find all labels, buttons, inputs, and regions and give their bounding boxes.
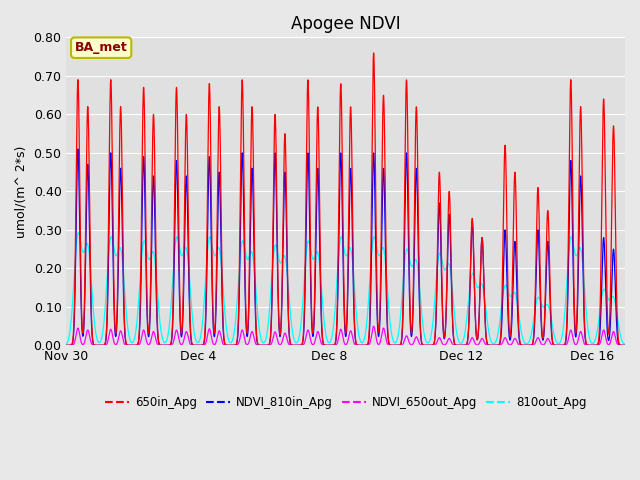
- Legend: 650in_Apg, NDVI_810in_Apg, NDVI_650out_Apg, 810out_Apg: 650in_Apg, NDVI_810in_Apg, NDVI_650out_A…: [100, 391, 591, 414]
- 810out_Apg: [75, 230, 83, 236]
- Text: BA_met: BA_met: [75, 41, 127, 54]
- 650in_Apg: [189, 342, 197, 348]
- 650in_Apg: [420, 343, 428, 348]
- NDVI_810in_Apg: [189, 342, 197, 348]
- NDVI_810in_Apg: [74, 146, 82, 152]
- NDVI_650out_Apg: [598, 333, 605, 339]
- 810out_Apg: [189, 323, 197, 329]
- Line: 650in_Apg: 650in_Apg: [67, 53, 640, 346]
- NDVI_650out_Apg: [63, 343, 70, 348]
- NDVI_650out_Apg: [370, 324, 378, 329]
- 810out_Apg: [228, 339, 236, 345]
- 810out_Apg: [420, 331, 428, 337]
- NDVI_650out_Apg: [420, 343, 428, 348]
- NDVI_650out_Apg: [228, 343, 236, 348]
- NDVI_810in_Apg: [228, 343, 236, 348]
- 650in_Apg: [598, 194, 605, 200]
- Line: 810out_Apg: 810out_Apg: [67, 233, 640, 345]
- 810out_Apg: [431, 300, 438, 306]
- 810out_Apg: [598, 293, 605, 299]
- NDVI_810in_Apg: [63, 343, 70, 348]
- 650in_Apg: [228, 343, 236, 348]
- 650in_Apg: [431, 337, 438, 343]
- NDVI_650out_Apg: [431, 342, 438, 348]
- NDVI_810in_Apg: [431, 338, 438, 344]
- NDVI_810in_Apg: [420, 343, 428, 348]
- Line: NDVI_810in_Apg: NDVI_810in_Apg: [67, 149, 640, 346]
- NDVI_810in_Apg: [598, 278, 605, 284]
- 650in_Apg: [63, 343, 70, 348]
- 810out_Apg: [63, 341, 70, 347]
- NDVI_650out_Apg: [189, 343, 197, 348]
- Line: NDVI_650out_Apg: NDVI_650out_Apg: [67, 326, 640, 346]
- 650in_Apg: [370, 50, 378, 56]
- Title: Apogee NDVI: Apogee NDVI: [291, 15, 401, 33]
- Y-axis label: umol/(m^ 2*s): umol/(m^ 2*s): [15, 145, 28, 238]
